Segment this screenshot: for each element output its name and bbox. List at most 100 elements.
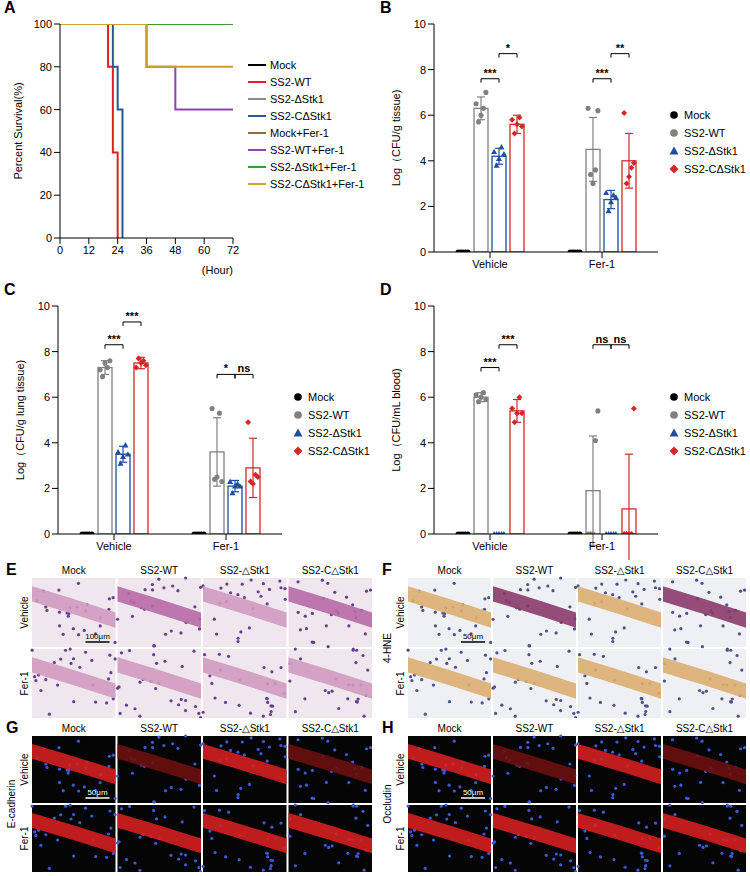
svg-text:SS2-WT: SS2-WT xyxy=(516,723,554,734)
svg-text:*: * xyxy=(506,42,511,54)
html-text:SS2-WT: SS2-WT xyxy=(270,75,312,88)
svg-text:0: 0 xyxy=(420,246,426,258)
svg-text:10: 10 xyxy=(414,300,426,312)
svg-text:***: *** xyxy=(596,67,610,79)
svg-text:Fer-1: Fer-1 xyxy=(589,540,615,552)
svg-text:48: 48 xyxy=(169,244,181,256)
svg-text:E: E xyxy=(6,562,17,578)
svg-text:***: *** xyxy=(484,356,498,368)
svg-text:24: 24 xyxy=(112,244,124,256)
svg-text:0: 0 xyxy=(57,244,63,256)
svg-text:Fer-1: Fer-1 xyxy=(589,258,615,270)
svg-text:Fer-1: Fer-1 xyxy=(19,671,30,695)
svg-text:SS2-WT: SS2-WT xyxy=(516,565,554,576)
svg-text:ns: ns xyxy=(614,333,627,345)
html-text:SS2-ΔStk1+Fer-1: SS2-ΔStk1+Fer-1 xyxy=(270,160,357,173)
svg-text:SS2-△Stk1: SS2-△Stk1 xyxy=(220,723,270,734)
svg-text:6: 6 xyxy=(420,391,426,403)
html-text:SS2-ΔStk1: SS2-ΔStk1 xyxy=(270,92,324,105)
svg-text:**: ** xyxy=(616,42,625,54)
svg-text:(Hour): (Hour) xyxy=(202,264,233,276)
svg-text:72: 72 xyxy=(227,244,239,256)
svg-text:Log（CFU/mL blood): Log（CFU/mL blood) xyxy=(390,368,402,472)
svg-text:36: 36 xyxy=(140,244,152,256)
html-text:SS2-CΔStk1: SS2-CΔStk1 xyxy=(270,109,332,122)
svg-text:Mock: Mock xyxy=(62,565,87,576)
svg-text:8: 8 xyxy=(420,346,426,358)
html-text:A: A xyxy=(4,0,16,16)
svg-text:Vehicle: Vehicle xyxy=(19,753,30,786)
svg-text:*: * xyxy=(224,362,229,374)
html-text:SS2-WT+Fer-1: SS2-WT+Fer-1 xyxy=(270,143,345,156)
svg-text:Percent Survival(%): Percent Survival(%) xyxy=(12,82,24,179)
svg-text:4: 4 xyxy=(44,437,50,449)
svg-text:Fer-1: Fer-1 xyxy=(395,826,406,850)
svg-text:100: 100 xyxy=(34,18,52,30)
svg-text:Fer-1: Fer-1 xyxy=(19,826,30,850)
svg-text:Log（CFU/g tissue): Log（CFU/g tissue) xyxy=(390,90,402,187)
svg-text:Mock: Mock xyxy=(438,565,463,576)
svg-text:F: F xyxy=(382,562,392,578)
svg-text:SS2-WT: SS2-WT xyxy=(140,565,178,576)
svg-text:***: *** xyxy=(484,67,498,79)
svg-text:E-cadherin: E-cadherin xyxy=(6,780,17,828)
svg-text:50μm: 50μm xyxy=(463,632,484,641)
svg-text:SS2-C△Stk1: SS2-C△Stk1 xyxy=(676,565,734,576)
svg-text:G: G xyxy=(6,720,18,736)
svg-text:4: 4 xyxy=(420,155,426,167)
svg-text:40: 40 xyxy=(40,146,52,158)
svg-text:Vehicle: Vehicle xyxy=(395,596,406,629)
svg-text:80: 80 xyxy=(40,61,52,73)
svg-text:Fer-1: Fer-1 xyxy=(213,540,239,552)
svg-text:4-HNE: 4-HNE xyxy=(382,633,393,663)
svg-text:Occludin: Occludin xyxy=(382,785,393,824)
svg-text:2: 2 xyxy=(420,482,426,494)
svg-text:0: 0 xyxy=(46,232,52,244)
svg-text:100μm: 100μm xyxy=(85,632,110,641)
svg-text:SS2-△Stk1: SS2-△Stk1 xyxy=(595,723,645,734)
svg-text:2: 2 xyxy=(420,200,426,212)
svg-text:SS2-C△Stk1: SS2-C△Stk1 xyxy=(676,723,734,734)
svg-text:60: 60 xyxy=(40,104,52,116)
svg-text:Log（CFU/g lung tissue): Log（CFU/g lung tissue) xyxy=(14,360,26,480)
html-text:Mock: Mock xyxy=(684,109,711,121)
svg-text:8: 8 xyxy=(420,64,426,76)
svg-text:50μm: 50μm xyxy=(463,788,484,797)
svg-text:***: *** xyxy=(126,310,140,322)
svg-text:6: 6 xyxy=(44,391,50,403)
svg-text:Vehicle: Vehicle xyxy=(472,540,507,552)
svg-text:ns: ns xyxy=(238,362,251,374)
svg-text:SS2-C△Stk1: SS2-C△Stk1 xyxy=(302,723,360,734)
html-text:Mock: Mock xyxy=(270,58,297,71)
svg-text:SS2-△Stk1: SS2-△Stk1 xyxy=(595,565,645,576)
html-text:SS2-CΔStk1+Fer-1: SS2-CΔStk1+Fer-1 xyxy=(270,177,365,190)
svg-text:Mock: Mock xyxy=(438,723,463,734)
svg-text:10: 10 xyxy=(38,300,50,312)
svg-text:SS2-△Stk1: SS2-△Stk1 xyxy=(220,565,270,576)
html-text:B: B xyxy=(380,0,392,16)
svg-text:4: 4 xyxy=(420,437,426,449)
svg-text:ns: ns xyxy=(596,333,609,345)
svg-text:SS2-WT: SS2-WT xyxy=(140,723,178,734)
svg-text:Vehicle: Vehicle xyxy=(96,540,131,552)
svg-text:Fer-1: Fer-1 xyxy=(395,671,406,695)
svg-text:8: 8 xyxy=(44,346,50,358)
html-text:Mock+Fer-1: Mock+Fer-1 xyxy=(270,126,329,139)
svg-text:Vehicle: Vehicle xyxy=(472,258,507,270)
svg-text:Vehicle: Vehicle xyxy=(19,596,30,629)
svg-text:Vehicle: Vehicle xyxy=(395,753,406,786)
svg-text:20: 20 xyxy=(40,189,52,201)
svg-text:10: 10 xyxy=(414,18,426,30)
svg-text:2: 2 xyxy=(44,482,50,494)
svg-text:***: *** xyxy=(108,333,122,345)
svg-text:H: H xyxy=(382,720,394,736)
svg-text:Mock: Mock xyxy=(62,723,87,734)
svg-text:50μm: 50μm xyxy=(87,788,108,797)
svg-text:***: *** xyxy=(502,333,516,345)
svg-text:0: 0 xyxy=(420,528,426,540)
svg-text:60: 60 xyxy=(198,244,210,256)
svg-text:12: 12 xyxy=(83,244,95,256)
svg-text:SS2-C△Stk1: SS2-C△Stk1 xyxy=(302,565,360,576)
svg-text:6: 6 xyxy=(420,109,426,121)
svg-text:0: 0 xyxy=(44,528,50,540)
